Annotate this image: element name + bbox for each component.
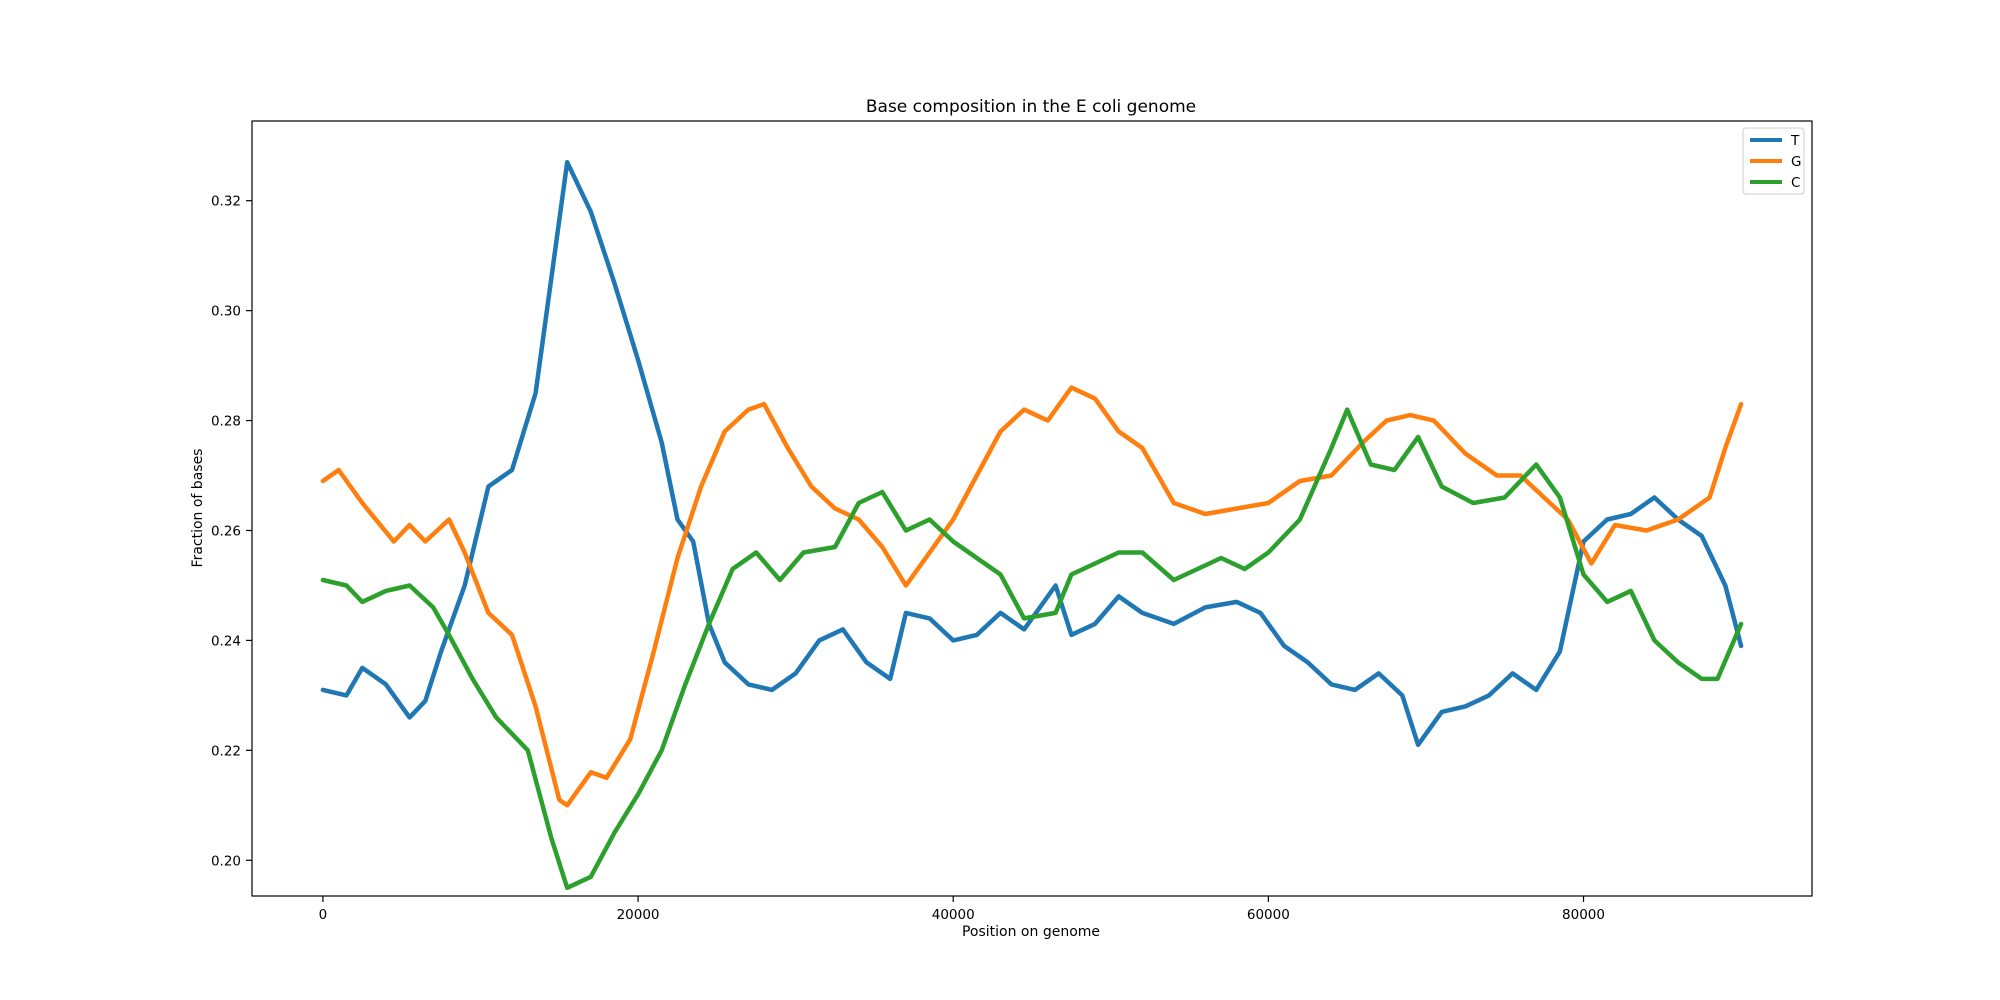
x-tick-label: 0 xyxy=(319,907,328,923)
x-tick-label: 40000 xyxy=(932,907,975,923)
x-tick-label: 20000 xyxy=(617,907,660,923)
plot-area xyxy=(320,159,1744,891)
legend-label-t: T xyxy=(1790,133,1800,149)
y-axis-label: Fraction of bases xyxy=(190,449,206,568)
y-tick-label: 0.22 xyxy=(211,743,241,759)
series-line-g xyxy=(320,385,1744,808)
x-axis-label: Position on genome xyxy=(962,924,1100,940)
x-tick-label: 80000 xyxy=(1562,907,1605,923)
series-line-t xyxy=(320,159,1744,748)
y-tick-label: 0.24 xyxy=(211,633,241,649)
legend: T G C xyxy=(1742,127,1805,195)
legend-label-g: G xyxy=(1791,154,1801,170)
series-line-c xyxy=(320,407,1744,891)
y-tick-label: 0.30 xyxy=(211,304,241,320)
y-tick-label: 0.32 xyxy=(211,194,241,210)
x-tick-label: 60000 xyxy=(1247,907,1290,923)
x-axis: 0 20000 40000 60000 80000 xyxy=(319,896,1605,923)
legend-label-c: C xyxy=(1791,175,1800,191)
chart-title: Base composition in the E coli genome xyxy=(866,97,1196,117)
y-axis: 0.20 0.22 0.24 0.26 0.28 0.30 0.32 xyxy=(211,194,252,869)
y-tick-label: 0.28 xyxy=(211,414,241,430)
axes-frame xyxy=(251,120,1813,897)
y-tick-label: 0.26 xyxy=(211,523,241,539)
y-tick-label: 0.20 xyxy=(211,853,241,869)
